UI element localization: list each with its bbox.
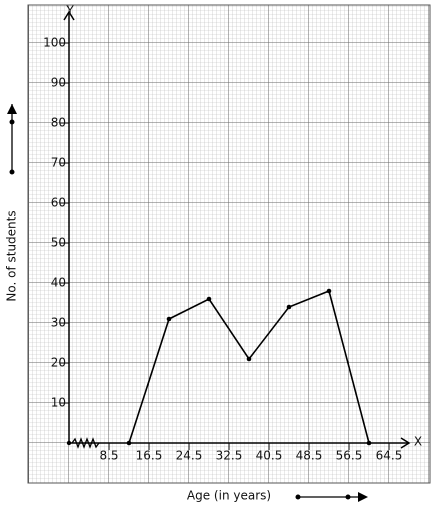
x-tick-label: 8.5 bbox=[99, 449, 118, 463]
y-tick-label: 10 bbox=[51, 396, 66, 410]
y-axis-label: No. of students bbox=[5, 210, 19, 301]
x-tick-label: 40.5 bbox=[256, 449, 283, 463]
y-tick-label: 80 bbox=[51, 116, 66, 130]
y-tick-label: 50 bbox=[51, 236, 66, 250]
x-axis-label: Age (in years) bbox=[187, 489, 271, 503]
x-tick-label: 48.5 bbox=[296, 449, 323, 463]
y-axis-name: Y bbox=[65, 4, 74, 18]
x-tick-label: 56.5 bbox=[336, 449, 363, 463]
x-tick-label: 24.5 bbox=[176, 449, 203, 463]
y-tick-label: 40 bbox=[51, 276, 66, 290]
y-tick-label: 70 bbox=[51, 156, 66, 170]
origin-dot bbox=[66, 440, 72, 446]
y-tick-label: 90 bbox=[51, 76, 66, 90]
data-point bbox=[206, 296, 212, 302]
axes bbox=[63, 10, 411, 449]
y-tick-label: 100 bbox=[43, 36, 66, 50]
y-tick-label: 30 bbox=[51, 316, 66, 330]
data-point bbox=[286, 304, 292, 310]
y-tick-label: 20 bbox=[51, 356, 66, 370]
decor-arrows bbox=[7, 104, 368, 502]
graph-paper bbox=[27, 4, 431, 484]
data-point bbox=[246, 356, 252, 362]
x-tick-label: 16.5 bbox=[136, 449, 163, 463]
data-point bbox=[326, 288, 332, 294]
x-tick-label: 32.5 bbox=[216, 449, 243, 463]
x-tick-label: 64.5 bbox=[376, 449, 403, 463]
y-tick-label: 60 bbox=[51, 196, 66, 210]
x-axis-name: X bbox=[414, 435, 422, 449]
data-point bbox=[366, 440, 372, 446]
data-point bbox=[166, 316, 172, 322]
data-point bbox=[126, 440, 132, 446]
